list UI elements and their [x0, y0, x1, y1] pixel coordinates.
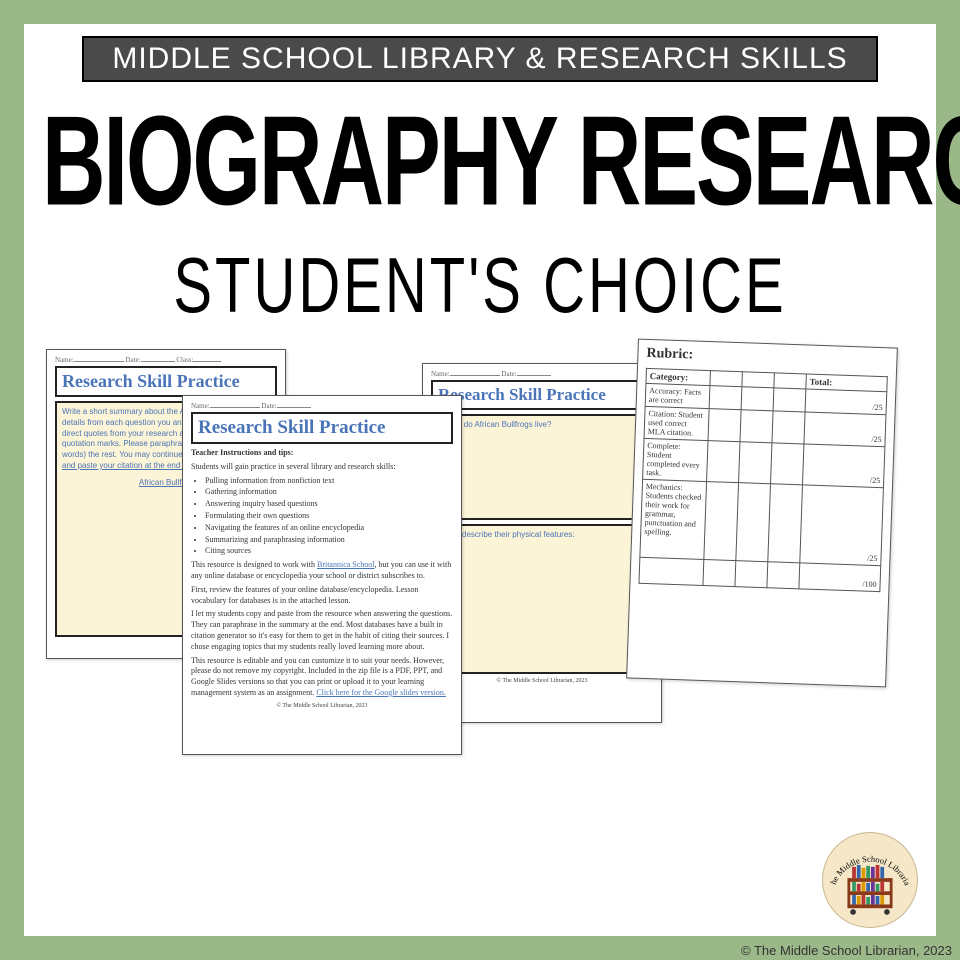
page-copyright: © The Middle School Librarian, 2023	[191, 703, 453, 709]
name-label: Name:	[191, 402, 210, 410]
skill-item: Formulating their own questions	[205, 511, 453, 522]
rubric-table: Category: Total: Accuracy: Facts are cor…	[638, 368, 887, 592]
date-label: Date:	[261, 402, 276, 410]
preview-page-rubric: Rubric: Category: Total: Accuracy: Facts…	[626, 339, 898, 688]
para3: I let my students copy and paste from th…	[191, 609, 453, 652]
rubric-header-blank	[742, 372, 775, 388]
logo-svg: The Middle School Librarian	[823, 833, 917, 927]
para2: First, review the features of your onlin…	[191, 585, 453, 607]
main-title: BIOGRAPHY RESEARCH	[42, 87, 918, 235]
skills-list: Pulling information from nonfiction text…	[205, 476, 453, 558]
question-box-1: Where do African Bullfrogs live?	[431, 414, 653, 520]
worksheet-title: Research Skill Practice	[55, 366, 277, 397]
cover-copyright: © The Middle School Librarian, 2023	[741, 943, 952, 958]
page-previews-area: Name: Date: Class: Research Skill Practi…	[42, 349, 918, 789]
subtitle: STUDENT'S CHOICE	[42, 240, 918, 330]
category-banner: MIDDLE SCHOOL LIBRARY & RESEARCH SKILLS	[82, 36, 878, 82]
skill-item: Gathering information	[205, 487, 453, 498]
brand-logo: The Middle School Librarian	[822, 832, 918, 928]
name-label: Name:	[55, 356, 74, 364]
skill-item: Navigating the features of an online enc…	[205, 523, 453, 534]
skill-item: Answering inquiry based questions	[205, 499, 453, 510]
instructions-heading: Teacher Instructions and tips:	[191, 448, 293, 457]
rubric-grand-total-cell: /100	[799, 563, 881, 592]
skill-item: Summarizing and paraphrasing information	[205, 535, 453, 546]
teacher-instructions-body: Teacher Instructions and tips: Students …	[191, 448, 453, 699]
google-slides-link: Click here for the Google slides version…	[316, 688, 446, 697]
question-box-2: List or describe their physical features…	[431, 524, 653, 674]
rubric-category-cell: Accuracy: Facts are correct	[645, 383, 710, 408]
worksheet-header: Name: Date: Class:	[55, 356, 277, 364]
instructions-intro: Students will gain practice in several l…	[191, 462, 453, 473]
name-label: Name:	[431, 370, 450, 378]
rubric-score-cell: /25	[805, 389, 887, 415]
worksheet-header: Name: Date:	[191, 402, 453, 410]
britannica-link: Britannica School	[317, 560, 375, 569]
para1a: This resource is designed to work with	[191, 560, 317, 569]
rubric-score-cell: /25	[800, 485, 884, 566]
worksheet-title: Research Skill Practice	[191, 412, 453, 444]
date-label: Date:	[125, 356, 140, 364]
preview-page-teacher-instructions: Name: Date: Research Skill Practice Teac…	[182, 395, 462, 755]
rubric-header-blank	[774, 373, 807, 389]
skill-item: Pulling information from nonfiction text	[205, 476, 453, 487]
rubric-category-cell: Mechanics: Students checked their work f…	[640, 479, 707, 559]
page-copyright: © The Middle School Librarian, 2023	[431, 678, 653, 684]
rubric-score-cell: /25	[803, 444, 885, 488]
rubric-title: Rubric:	[646, 346, 888, 370]
product-cover-frame: MIDDLE SCHOOL LIBRARY & RESEARCH SKILLS …	[24, 24, 936, 936]
worksheet-header: Name: Date:	[431, 370, 653, 378]
class-label: Class:	[176, 356, 193, 364]
rubric-row: Mechanics: Students checked their work f…	[640, 479, 884, 565]
rubric-score-cell: /25	[804, 412, 886, 447]
rubric-category-cell: Citation: Student used correct MLA citat…	[644, 406, 709, 440]
skill-item: Citing sources	[205, 546, 453, 557]
worksheet-title: Research Skill Practice	[431, 380, 653, 410]
rubric-header-blank	[710, 371, 743, 387]
rubric-category-cell: Complete: Student completed every task.	[643, 438, 708, 481]
date-label: Date:	[501, 370, 516, 378]
